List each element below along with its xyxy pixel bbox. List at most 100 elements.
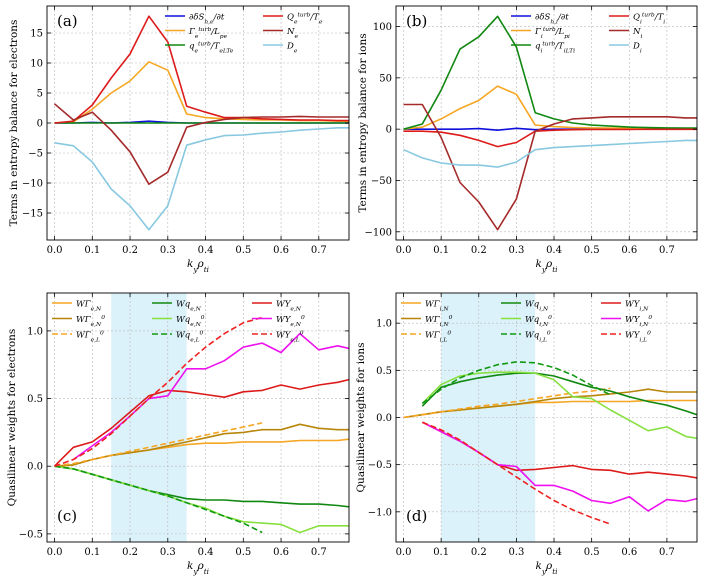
x-tick-label: 0.5 [584,547,600,558]
legend-entry: Qeturb/Te [287,11,323,25]
legend-entry: WΓi,N [425,300,449,313]
x-tick-label: 0.4 [198,547,214,558]
panel-label: (a) [57,12,78,30]
series-n-e [53,103,349,185]
plot-frame [46,292,350,543]
legend: WΓi,NWΓi,N0WΓi,L0Wqi,NWqi,N0Wqi,L0WYi,NW… [401,300,652,343]
x-tick-label: 0.0 [47,547,63,558]
panel-b: 0.0 0.1 0.2 0.3 0.4 0.5 0.6 0.7 −100 −50 0 50 100 kyρ… [357,5,698,274]
y-axis-label: Quasilinear weights for ions [355,342,367,492]
x-tick-label: 0.1 [84,547,100,558]
legend-entry: WΓi,L0 [425,329,451,343]
legend-entry: Wqi,L0 [525,329,551,343]
y-tick-label: 0 [37,119,43,130]
x-tick-label: 0.1 [84,245,100,256]
y-tick-label: 1.0 [27,326,43,337]
series-wy-e-n-0 [72,332,349,461]
y-tick-label: 0.0 [376,413,392,424]
x-tick-label: 0.3 [160,245,176,256]
x-tick-label: 0.4 [198,245,214,256]
legend: WΓe,NWΓe,N0WΓe,L0Wqe,NWqe,N0Wqe,L0WYe,NW… [52,300,305,343]
legend-entry: WΓe,L0 [76,329,104,343]
panel-label: (c) [57,507,77,525]
legend-entry: Wqe,N0 [176,314,205,328]
legend-entry: qiturb/TiLTi [535,40,575,54]
x-tick-label: 0.2 [122,547,138,558]
legend-entry: De [286,42,298,55]
y-tick-label: −0.5 [368,460,392,471]
panel-label: (d) [406,507,427,525]
y-tick-label: −100 [365,227,392,238]
x-tick-label: 0.3 [160,547,176,558]
x-axis-label: kyρti [187,560,209,576]
series-wq-i-l-0 [421,361,611,405]
y-tick-label: −5 [28,149,43,160]
y-axis-label: Terms in entropy balance for electrons [8,20,20,227]
series-w-i-l-0 [403,387,611,419]
x-tick-label: 0.4 [546,245,562,256]
y-tick-label: −15 [22,209,43,220]
x-tick-label: 0.7 [311,547,327,558]
x-axis-label: kyρti [535,258,557,274]
legend-entry: WYi,N0 [625,314,652,328]
panel-c: 0.0 0.1 0.2 0.3 0.4 0.5 0.6 0.7 −0.5 0.0 0.5 1.0 kyρ… [6,292,350,576]
series-q-i-turb-t-il-ti [403,15,697,130]
series-wy-e-l-0 [54,316,263,467]
series-wy-i-l-0 [422,421,611,525]
series-wq-i-n [421,372,697,416]
y-tick-label: 15 [30,29,43,40]
y-axis-label: Terms in entropy balance for ions [357,33,369,212]
legend-entry: Γiturb/Lpi [534,26,570,40]
legend-entry: Ne [286,27,298,40]
legend-entry: Wqi,N [525,300,549,313]
y-tick-label: 10 [30,59,43,70]
legend-entry: Wqe,L0 [176,329,204,343]
legend-entry: ∂δSh,i/∂t [535,13,569,26]
x-tick-label: 0.2 [471,245,487,256]
x-tick-label: 0.3 [508,245,524,256]
legend-entry: WΓe,N [76,300,102,313]
x-tick-label: 0.4 [546,547,562,558]
series-n-i [403,103,697,231]
x-tick-label: 0.6 [621,547,637,558]
series--e-turb-l-pe [54,60,349,124]
x-tick-label: 0.7 [311,245,327,256]
x-tick-label: 0.0 [396,245,412,256]
y-tick-label: 0 [386,125,392,136]
series-wq-e-n [54,465,349,508]
legend-entry: Γeturb/Lpe [188,26,228,40]
y-tick-label: −10 [22,179,43,190]
series-q-e-turb-t-e [54,15,349,124]
y-tick-label: −1.0 [368,507,392,518]
legend-entry: ∂δSh,e/∂t [189,13,225,26]
x-tick-label: 0.1 [433,547,449,558]
x-tick-label: 0.2 [471,547,487,558]
legend-entry: WYe,N0 [276,314,305,328]
legend-entry: qeturb/TeLTe [189,40,234,54]
panel-d: 0.0 0.1 0.2 0.3 0.4 0.5 0.6 0.7 −1.0 −0.5 0.0 0.5 1.… [355,292,698,576]
legend-entry: Ni [632,27,642,40]
y-tick-label: 0.0 [27,462,43,473]
x-tick-label: 0.5 [584,245,600,256]
legend-entry: WΓe,N0 [76,314,105,328]
legend-entry: Di [632,42,642,55]
x-tick-label: 0.7 [659,245,675,256]
plot-frame [395,5,698,241]
series-wq-e-l-0 [54,465,263,534]
x-tick-label: 0.5 [235,547,251,558]
series-wy-e-n [53,378,349,467]
panel-label: (b) [406,12,427,30]
legend-entry: WYe,L0 [276,329,304,343]
series-d-e [54,127,349,231]
y-tick-label: 50 [379,73,392,84]
y-tick-label: 0.5 [376,366,392,377]
y-tick-label: 1.0 [376,319,392,330]
legend-entry: Qiturb/Ti [633,11,665,25]
series-wq-e-n-0 [54,465,349,534]
y-axis-label: Quasilinear weights for electrons [6,329,18,507]
series-w-e-n-0 [54,423,349,467]
series--i-turb-l-pi [403,85,697,130]
